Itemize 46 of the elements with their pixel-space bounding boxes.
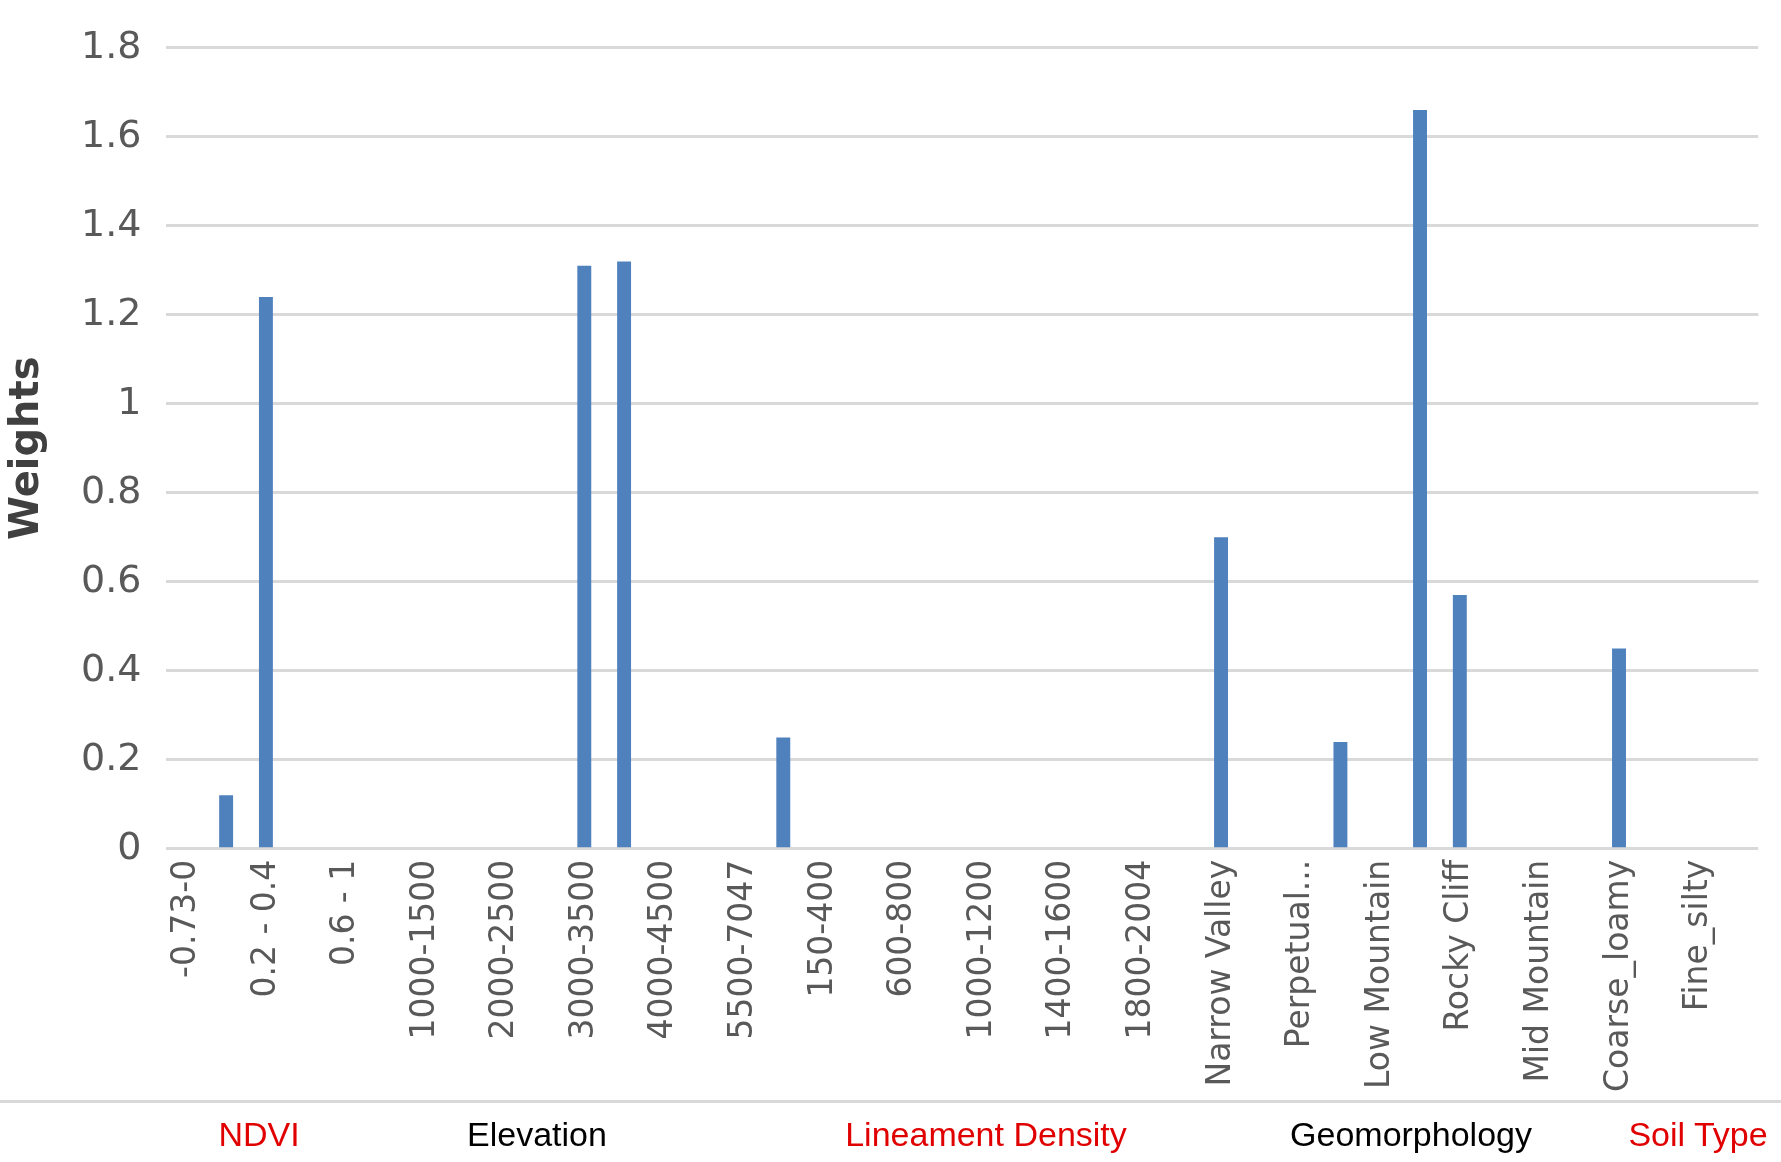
x-tick-label: Coarse_loamy xyxy=(1596,859,1636,1093)
text: Elevation xyxy=(467,1115,607,1154)
x-tick-label: 150-400 xyxy=(800,859,840,998)
x-tick-label: 1400-1600 xyxy=(1039,859,1079,1040)
text: Lineament Density xyxy=(845,1115,1127,1154)
x-tick-label: 600-800 xyxy=(880,859,920,998)
x-tick-label: -0.73-0 xyxy=(163,859,203,979)
y-tick-label: 1.8 xyxy=(81,22,142,67)
text: Soil Type xyxy=(1628,1115,1768,1154)
y-tick-label: 1 xyxy=(117,378,142,423)
x-tick-label: 5500-7047 xyxy=(721,859,761,1040)
x-tick-label: 0.2 - 0.4 xyxy=(243,859,283,998)
x-tick-label: 2000-2500 xyxy=(482,859,522,1040)
y-tick-label: 1.6 xyxy=(81,111,142,156)
bar xyxy=(1452,595,1467,848)
y-tick-label: 0.6 xyxy=(81,556,142,601)
x-tick-label: Rocky Cliff xyxy=(1437,858,1477,1032)
x-tick-label: 3000-3500 xyxy=(561,859,601,1040)
x-tick-label: 1000-1200 xyxy=(959,859,999,1040)
y-tick-label: 0.4 xyxy=(81,645,142,690)
y-tick-label: 0.2 xyxy=(81,734,142,779)
text: Geomorphology xyxy=(1290,1115,1532,1154)
x-tick-label: Perpetual... xyxy=(1278,859,1318,1049)
bar xyxy=(577,265,592,848)
x-tick-label: Mid Mountain xyxy=(1516,859,1556,1083)
bar xyxy=(1333,741,1348,848)
bar xyxy=(1612,648,1626,848)
x-tick-label: 1800-2004 xyxy=(1119,859,1159,1040)
bar xyxy=(219,795,234,848)
x-tick-label: 4000-4500 xyxy=(641,859,681,1040)
bar xyxy=(1413,110,1427,848)
bar xyxy=(1214,537,1229,848)
y-tick-label: 1.2 xyxy=(81,289,142,334)
y-tick-label: 1.4 xyxy=(81,200,142,245)
y-tick-label: 0.8 xyxy=(81,467,142,512)
x-tick-label: 1000-1500 xyxy=(402,859,442,1040)
bar xyxy=(617,261,632,848)
bar xyxy=(776,737,791,848)
x-tick-label: Fine_silty xyxy=(1676,859,1716,1012)
x-tick-label: 0.6 - 1 xyxy=(323,859,363,967)
bar xyxy=(258,296,273,848)
y-tick-label: 0 xyxy=(117,823,142,868)
text: NDVI xyxy=(218,1115,300,1154)
x-tick-label: Low Mountain xyxy=(1357,859,1397,1089)
x-tick-label: Narrow Valley xyxy=(1198,859,1238,1087)
y-axis-title: Weights xyxy=(1,356,48,541)
